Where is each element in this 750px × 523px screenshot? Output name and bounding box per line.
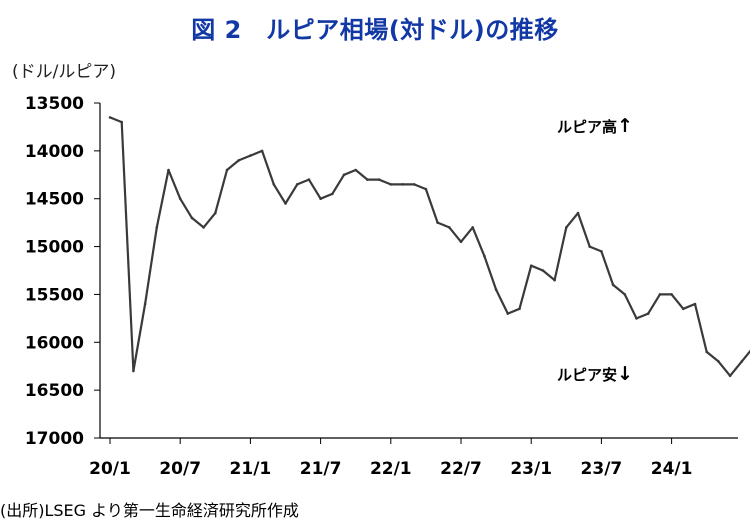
y-tick-labels: 13500 14000 14500 15000 15500 16000 16500 17000 — [25, 94, 84, 449]
data-point — [635, 317, 638, 320]
y-tick-label: 16500 — [25, 381, 84, 401]
y-tick-label: 14500 — [25, 190, 84, 210]
data-point — [588, 245, 591, 248]
data-point — [670, 293, 673, 296]
data-point — [284, 202, 287, 205]
x-tick-label: 23/7 — [581, 459, 623, 479]
data-point — [155, 226, 159, 229]
data-point — [260, 149, 264, 153]
data-point — [436, 221, 439, 224]
y-tick-label: 16000 — [25, 333, 84, 353]
data-point — [658, 293, 662, 296]
data-point — [249, 154, 252, 157]
y-tick-label: 17000 — [25, 429, 84, 449]
x-tick-label: 21/1 — [230, 459, 272, 479]
data-point — [565, 226, 568, 229]
chart-title: 図 2 ルピア相場(対ドル)の推移 — [191, 16, 559, 44]
y-tick-label: 14000 — [25, 142, 84, 162]
data-point — [389, 183, 393, 186]
x-tick-label: 20/7 — [159, 459, 201, 479]
data-point — [600, 250, 603, 253]
data-point — [237, 159, 240, 162]
x-tick-label: 20/1 — [89, 459, 131, 479]
data-point — [412, 183, 416, 186]
data-point — [354, 168, 358, 172]
data-point — [494, 288, 498, 291]
data-point — [728, 374, 732, 378]
data-point — [143, 302, 147, 306]
data-point — [483, 254, 486, 258]
data-point — [214, 211, 217, 215]
data-point — [424, 187, 428, 191]
data-point — [120, 120, 123, 124]
data-point — [693, 302, 697, 306]
data-point — [225, 168, 229, 172]
series-group — [108, 116, 750, 378]
data-point — [307, 178, 311, 181]
data-point — [541, 269, 545, 272]
annotation-rupiah-strong: ルピア高↑ — [557, 115, 633, 137]
data-point — [377, 178, 381, 181]
x-tick-label: 22/7 — [440, 459, 482, 479]
x-tick-label: 24/1 — [651, 459, 693, 479]
data-point — [401, 183, 404, 186]
data-point — [717, 360, 720, 363]
data-point — [705, 350, 708, 354]
data-point — [178, 197, 182, 200]
data-point — [448, 226, 451, 229]
annotation-rupiah-weak: ルピア安↓ — [557, 363, 633, 385]
data-point — [471, 226, 475, 229]
data-point — [132, 369, 135, 373]
data-point — [342, 173, 346, 177]
source-note: (出所)LSEG より第一生命経済研究所作成 — [0, 501, 299, 520]
x-tick-label: 21/7 — [300, 459, 342, 479]
data-point — [682, 307, 685, 311]
data-point — [518, 307, 521, 311]
data-point — [331, 192, 334, 196]
data-point — [740, 360, 744, 363]
data-point — [506, 312, 510, 315]
x-tick-labels: 20/1 20/7 21/1 21/7 22/1 22/7 23/1 23/7 24/1 — [89, 459, 692, 479]
data-point — [319, 197, 322, 200]
data-point — [553, 278, 556, 282]
data-point — [646, 312, 650, 315]
data-point — [529, 264, 533, 268]
y-tick-label: 13500 — [25, 94, 84, 114]
y-axis-unit-label: (ドル/ルピア) — [12, 62, 116, 82]
data-point — [272, 183, 276, 186]
x-tick-label: 23/1 — [510, 459, 552, 479]
x-tick-label: 22/1 — [370, 459, 412, 479]
data-point — [611, 283, 615, 287]
y-tick-label: 15000 — [25, 238, 84, 258]
y-tick-label: 15500 — [25, 285, 84, 305]
data-point — [202, 226, 205, 229]
data-point — [167, 168, 170, 172]
axes — [94, 102, 738, 444]
data-point — [623, 293, 627, 296]
data-point — [108, 116, 112, 119]
data-point — [576, 211, 580, 215]
data-point — [295, 183, 299, 186]
series-line — [109, 116, 750, 377]
data-point — [190, 216, 194, 220]
data-point — [459, 240, 463, 244]
data-point — [366, 178, 369, 181]
